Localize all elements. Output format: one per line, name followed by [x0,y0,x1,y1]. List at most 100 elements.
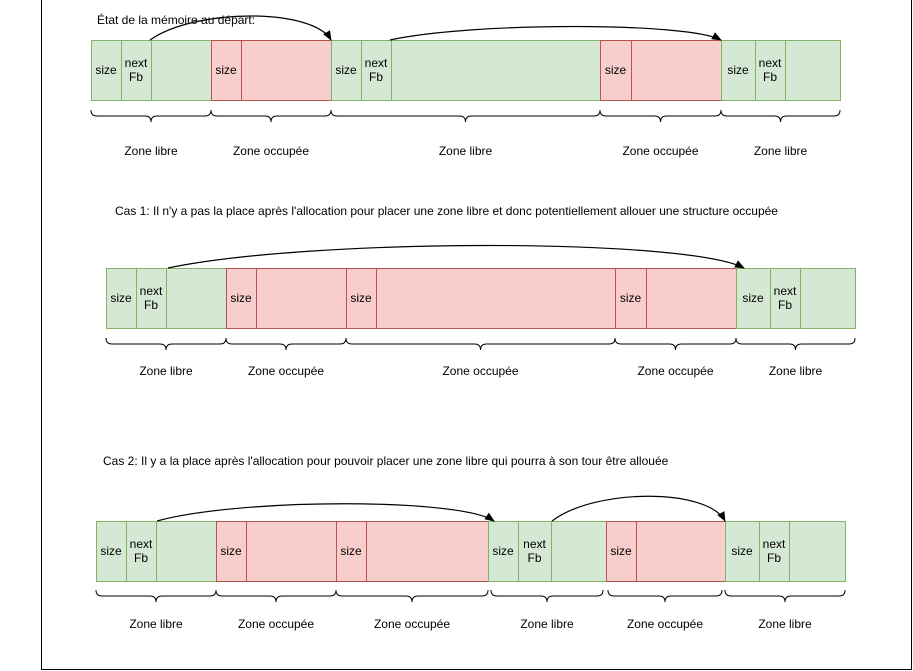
free-block: size next Fb [725,521,846,582]
used-block: size [211,40,332,101]
next-fb-label: next Fb [523,537,546,565]
memory-cell [551,521,607,582]
memory-cell [789,521,846,582]
next-free-block-arrow [551,495,726,522]
zone-brace [330,109,601,123]
zone-label: Zone occupée [238,617,314,631]
memory-row-3: size next Fb size size size next Fb size size next… [95,495,846,631]
zone-brace [720,109,841,123]
zone-brace [724,589,846,603]
memory-cell [156,521,217,582]
next-free-block-arrow [389,25,722,41]
size-label: size [620,291,642,305]
next-fb-label: next Fb [365,56,388,84]
zone-label: Zone libre [439,144,493,158]
free-block: size next Fb [721,40,841,101]
zone-label: Zone libre [754,144,808,158]
memory-cell [151,40,212,101]
size-label: size [335,63,357,77]
zone-label: Zone libre [520,617,574,631]
used-block: size [226,268,347,329]
used-block: size [615,268,737,329]
size-label: size [215,63,237,77]
zone-brace [225,337,347,351]
size-label: size [100,544,122,558]
memory-cell [336,521,367,582]
zone-label: Zone libre [769,364,823,378]
zone-brace [345,337,616,351]
memory-cell [391,40,601,101]
zone-brace [105,337,227,351]
memory-cell [96,521,127,582]
next-free-block-arrow [149,15,332,41]
next-fb-label: next Fb [130,537,153,565]
zone-label: Zone occupée [637,364,713,378]
size-label: size [340,544,362,558]
free-block: size next Fb [331,40,601,101]
memory-cell [725,521,760,582]
memory-cell [226,268,257,329]
size-label: size [727,63,749,77]
size-label: size [731,544,753,558]
memory-cell [721,40,756,101]
size-label: size [95,63,117,77]
memory-cell [800,268,856,329]
size-label: size [230,291,252,305]
free-block: size next Fb [91,40,212,101]
zone-brace [210,109,332,123]
memory-row-1: size next Fb size size next Fb size size next Fb Zo… [90,15,841,158]
memory-cell [785,40,841,101]
used-block: size [346,268,616,329]
memory-cell [256,268,347,329]
next-fb-label: next Fb [763,537,786,565]
memory-cell [646,268,737,329]
size-label: size [350,291,372,305]
zone-label: Zone libre [129,617,183,631]
size-label: size [742,291,764,305]
zone-label: Zone occupée [622,144,698,158]
zone-label: Zone occupée [627,617,703,631]
next-free-block-arrow [156,503,495,522]
memory-cell [606,521,637,582]
size-label: size [610,544,632,558]
memory-cell [615,268,647,329]
zone-brace [614,337,737,351]
memory-cell [106,268,137,329]
zone-brace [90,109,212,123]
zone-brace [215,589,337,603]
zone-label: Zone occupée [442,364,518,378]
zone-brace [490,589,604,603]
caption-case-1: Cas 1: Il n'y a pas la place après l'all… [115,204,778,218]
memory-cell [246,521,337,582]
diagram-frame [41,0,912,670]
free-block: size next Fb [106,268,227,329]
zone-brace [95,589,217,603]
memory-cell [136,268,167,329]
caption-initial-state: État de la mémoire au départ: [97,13,256,27]
free-block: size next Fb [96,521,217,582]
zone-brace [735,337,856,351]
memory-cell [631,40,722,101]
size-label: size [110,291,132,305]
size-label: size [492,544,514,558]
memory-cell [518,521,552,582]
memory-row-2: size next Fb size size size size next Fb Zone lib… [105,244,856,378]
memory-cell [376,268,616,329]
zone-label: Zone occupée [233,144,309,158]
used-block: size [336,521,489,582]
next-fb-label: next Fb [125,56,148,84]
zone-label: Zone libre [139,364,193,378]
memory-cell [166,268,227,329]
next-free-block-arrow [167,244,745,269]
memory-cell [755,40,786,101]
memory-cell [366,521,489,582]
zone-label: Zone libre [758,617,812,631]
zone-label: Zone occupée [374,617,450,631]
zone-label: Zone libre [124,144,178,158]
size-label: size [220,544,242,558]
zone-brace [335,589,489,603]
zone-brace [599,109,722,123]
memory-cell [346,268,377,329]
zone-brace [607,589,723,603]
